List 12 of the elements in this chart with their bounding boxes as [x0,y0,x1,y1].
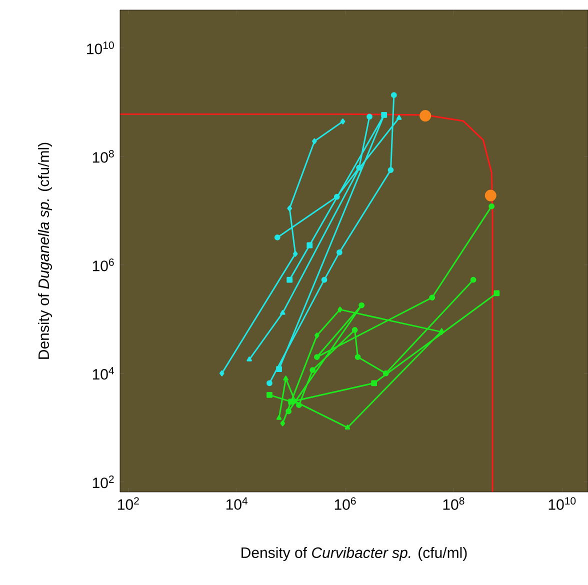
x-tick-label: 10$^{8}$ [443,497,464,510]
y-tick-label: 10$^{2}$ [92,475,114,488]
x-axis-title: Density of Curvibacter sp. (cfu/ml) [242,546,467,561]
y-tick-label: 10$^{8}$ [92,150,114,163]
y-tick-label: 10$^{10}$ [87,42,114,54]
x-tick-label: 10$^{4}$ [226,497,248,510]
y-tick-label: 10$^{6}$ [92,258,114,272]
x-tick-label: 10$^{10}$ [548,497,576,510]
y-tick-label: 10$^{4}$ [92,367,114,380]
x-tick-label: 10$^{2}$ [118,497,139,510]
x-tick-label: 10$^{6}$ [334,497,356,510]
y-axis-title: Density of Duganella sp. (cfu/ml) [38,142,52,359]
